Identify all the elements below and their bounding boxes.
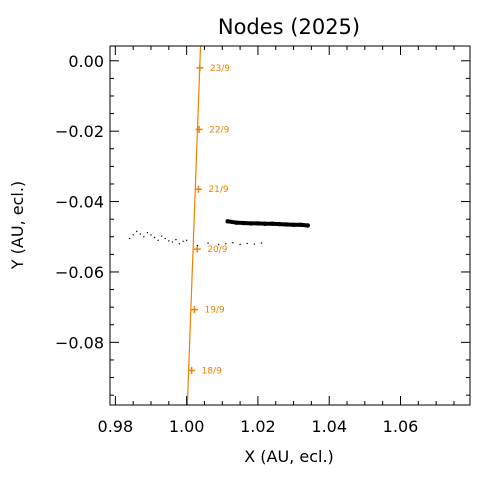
node-point-sparse xyxy=(164,237,166,240)
node-point-sparse xyxy=(139,233,141,235)
date-label: 22/9 xyxy=(209,125,229,135)
node-point-sparse xyxy=(246,242,248,245)
node-point-sparse xyxy=(207,242,209,244)
date-marker: 19/9 xyxy=(190,306,225,316)
node-point-sparse xyxy=(218,243,220,246)
node-point-sparse xyxy=(182,240,184,243)
node-point-sparse xyxy=(225,243,227,245)
node-point-sparse xyxy=(253,243,256,245)
node-point-sparse xyxy=(132,234,134,236)
node-point-sparse xyxy=(196,244,199,247)
node-point-sparse xyxy=(160,235,163,237)
node-point-sparse xyxy=(153,236,156,239)
date-marker: 21/9 xyxy=(194,185,229,195)
node-point-sparse xyxy=(175,238,177,241)
x-tick-label: 1.00 xyxy=(169,417,205,436)
date-marker: 20/9 xyxy=(193,245,228,255)
date-label: 20/9 xyxy=(207,245,227,255)
node-point-sparse xyxy=(171,241,174,243)
date-label: 23/9 xyxy=(210,64,230,74)
date-marker: 23/9 xyxy=(196,64,230,74)
node-point-sparse xyxy=(128,237,131,240)
x-tick-label: 1.04 xyxy=(311,417,347,436)
node-point-sparse xyxy=(185,239,188,241)
y-tick-label: 0.00 xyxy=(68,52,104,71)
date-marker: 22/9 xyxy=(195,125,230,135)
y-axis: 0.00 −0.02 −0.04 −0.06 −0.08 xyxy=(55,52,470,396)
node-point-sparse xyxy=(168,240,170,242)
y-tick-label: −0.08 xyxy=(55,333,104,352)
y-axis-label: Y (AU, ecl.) xyxy=(8,181,27,270)
node-cluster-segment xyxy=(300,222,309,228)
x-tick-label: 1.02 xyxy=(240,417,276,436)
y-tick-label: −0.06 xyxy=(55,263,104,282)
y-tick-label: −0.04 xyxy=(55,193,104,212)
x-tick-label: 0.98 xyxy=(98,417,134,436)
node-point-sparse xyxy=(232,242,234,244)
y-tick-label: −0.02 xyxy=(55,122,104,141)
orbit-track-line xyxy=(186,45,202,406)
node-point-sparse xyxy=(157,239,159,241)
node-point-sparse xyxy=(150,234,152,236)
node-point-sparse xyxy=(260,242,263,244)
node-point-sparse xyxy=(146,231,149,234)
chart-title: Nodes (2025) xyxy=(218,15,360,39)
x-axis: 0.98 1.00 1.02 1.04 1.06 xyxy=(98,46,455,436)
date-label: 18/9 xyxy=(202,367,222,377)
plot-frame xyxy=(109,45,471,406)
node-point-sparse xyxy=(178,243,181,245)
date-label: 19/9 xyxy=(204,306,224,316)
x-tick-label: 1.06 xyxy=(383,417,419,436)
node-point-sparse xyxy=(143,236,145,238)
x-axis-label: X (AU, ecl.) xyxy=(244,447,334,466)
node-point-sparse xyxy=(136,230,138,233)
node-cluster-segment xyxy=(227,219,237,225)
date-label: 21/9 xyxy=(208,185,228,195)
node-point-sparse xyxy=(239,243,241,246)
plot-area: 23/9 22/9 21/9 20/9 19/9 18/9 xyxy=(128,45,311,406)
date-marker: 18/9 xyxy=(188,367,222,377)
